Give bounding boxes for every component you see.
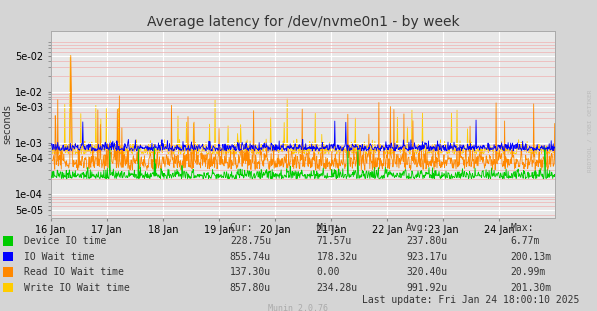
Text: IO Wait time: IO Wait time <box>24 252 94 262</box>
Text: Last update: Fri Jan 24 18:00:10 2025: Last update: Fri Jan 24 18:00:10 2025 <box>362 295 579 305</box>
Text: 71.57u: 71.57u <box>316 236 352 246</box>
Text: Write IO Wait time: Write IO Wait time <box>24 283 130 293</box>
Text: Read IO Wait time: Read IO Wait time <box>24 267 124 277</box>
Text: 991.92u: 991.92u <box>406 283 447 293</box>
Text: 137.30u: 137.30u <box>230 267 271 277</box>
Y-axis label: seconds: seconds <box>2 104 12 144</box>
Text: Cur:: Cur: <box>230 223 253 233</box>
Text: Min:: Min: <box>316 223 340 233</box>
Text: 201.30m: 201.30m <box>510 283 552 293</box>
Text: 20.99m: 20.99m <box>510 267 546 277</box>
Text: 320.40u: 320.40u <box>406 267 447 277</box>
Text: 0.00: 0.00 <box>316 267 340 277</box>
Text: 6.77m: 6.77m <box>510 236 540 246</box>
Text: 923.17u: 923.17u <box>406 252 447 262</box>
Text: Munin 2.0.76: Munin 2.0.76 <box>269 304 328 311</box>
Text: Max:: Max: <box>510 223 534 233</box>
Text: Avg:: Avg: <box>406 223 429 233</box>
Text: 237.80u: 237.80u <box>406 236 447 246</box>
Text: RRDTOOL / TOBI OETIKER: RRDTOOL / TOBI OETIKER <box>587 89 592 172</box>
Text: Device IO time: Device IO time <box>24 236 106 246</box>
Text: 228.75u: 228.75u <box>230 236 271 246</box>
Text: 857.80u: 857.80u <box>230 283 271 293</box>
Text: 200.13m: 200.13m <box>510 252 552 262</box>
Title: Average latency for /dev/nvme0n1 - by week: Average latency for /dev/nvme0n1 - by we… <box>147 15 459 29</box>
Text: 855.74u: 855.74u <box>230 252 271 262</box>
Text: 178.32u: 178.32u <box>316 252 358 262</box>
Text: 234.28u: 234.28u <box>316 283 358 293</box>
